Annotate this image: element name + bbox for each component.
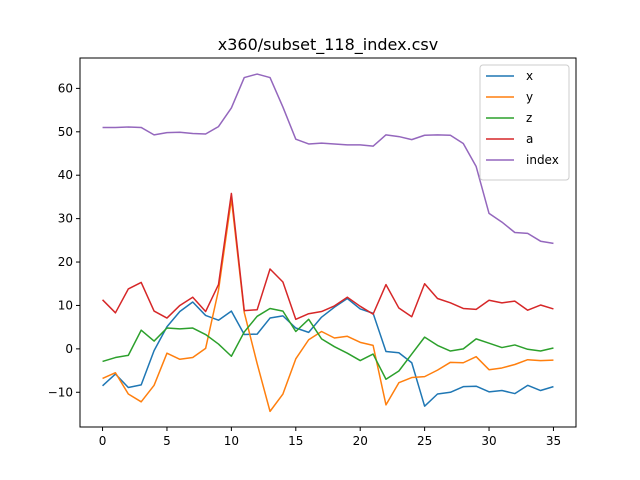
- chart-title: x360/subset_118_index.csv: [218, 35, 438, 55]
- x-tick-label: 15: [288, 434, 303, 448]
- x-tick-label: 0: [99, 434, 107, 448]
- series-line-x: [102, 297, 554, 407]
- legend-label-a: a: [526, 132, 533, 146]
- plot-frame: [79, 57, 577, 428]
- x-tick-label: 30: [481, 434, 496, 448]
- y-tick-label: 30: [58, 212, 73, 226]
- legend-label-y: y: [526, 90, 533, 104]
- x-tick-label: 10: [224, 434, 239, 448]
- x-axis: 0 5 10 15 20 25 30 35: [99, 427, 561, 448]
- y-axis: −10 0 10 20 30 40 50 60: [48, 81, 80, 399]
- legend-box: [479, 64, 570, 181]
- plot-lines: [102, 73, 554, 413]
- x-tick-label: 20: [353, 434, 368, 448]
- y-tick-label: 0: [65, 342, 73, 356]
- y-tick-label: 10: [58, 298, 73, 312]
- y-tick-label: 20: [58, 255, 73, 269]
- y-tick-label: 60: [58, 81, 73, 95]
- legend-label-x: x: [526, 69, 533, 83]
- legend-label-index: index: [526, 153, 559, 167]
- x-tick-label: 35: [546, 434, 561, 448]
- series-line-a: [102, 192, 554, 321]
- y-tick-label: 40: [58, 168, 73, 182]
- series-line-z: [102, 307, 554, 380]
- series-line-index: [102, 73, 554, 245]
- series-line-y: [102, 198, 554, 413]
- x-tick-label: 5: [163, 434, 171, 448]
- legend-label-z: z: [526, 111, 532, 125]
- y-tick-label: 50: [58, 125, 73, 139]
- x-tick-label: 25: [417, 434, 432, 448]
- y-tick-label: −10: [48, 385, 73, 399]
